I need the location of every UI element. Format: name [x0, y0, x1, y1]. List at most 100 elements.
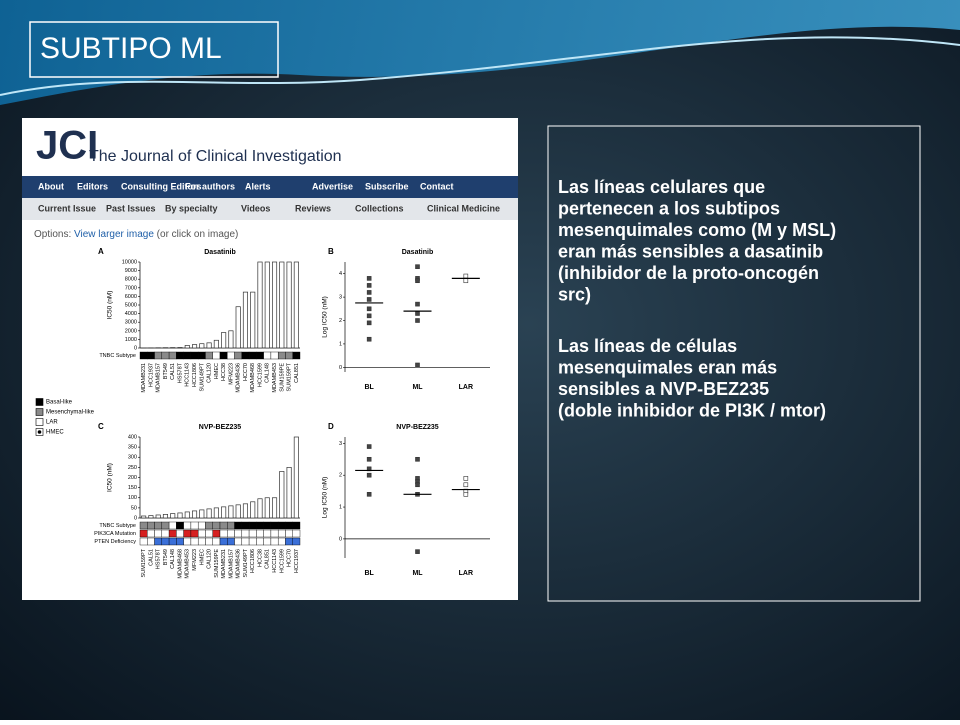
x-tick-label: MDAMB453: [185, 549, 191, 579]
x-tick-label: BL: [364, 384, 374, 391]
point: [367, 314, 371, 318]
nav-item[interactable]: Subscribe: [365, 181, 409, 191]
panel-title: NVP-BEZ235: [199, 424, 242, 431]
y-tick-label: 3: [339, 295, 342, 301]
strip-cell: [242, 352, 249, 359]
nav-item[interactable]: Advertise: [312, 181, 353, 191]
strip-cell: [140, 538, 147, 545]
nav-item[interactable]: Past Issues: [106, 203, 156, 213]
x-tick-label: HCC1599: [257, 363, 263, 387]
y-tick-label: 5000: [125, 302, 137, 308]
nav-item[interactable]: Videos: [241, 203, 270, 213]
panel-letter: B: [328, 247, 334, 256]
strip-cell: [278, 352, 285, 359]
nav-item[interactable]: Current Issue: [38, 203, 96, 213]
strip-cell: [184, 352, 191, 359]
strip-cell: [184, 538, 191, 545]
x-tick-label: HCC1806: [192, 363, 198, 387]
x-tick-label: MFM223: [228, 363, 234, 385]
nav-item[interactable]: Reviews: [295, 203, 331, 213]
strip-cell: [191, 530, 198, 537]
legend-label: LAR: [46, 420, 58, 426]
bar: [280, 262, 284, 348]
point: [416, 265, 420, 269]
point: [416, 457, 420, 461]
strip-cell: [155, 522, 162, 529]
y-tick-label: 9000: [125, 268, 137, 274]
y-tick-label: 1000: [125, 337, 137, 343]
nav-item[interactable]: About: [38, 181, 64, 191]
y-tick-label: 0: [339, 536, 342, 542]
point: [367, 473, 371, 477]
nav-item[interactable]: Contact: [420, 181, 454, 191]
x-tick-label: BT549: [163, 363, 169, 379]
strip-cell: [249, 352, 256, 359]
bar: [251, 502, 255, 518]
y-tick-label: 4: [339, 271, 342, 277]
nav-item[interactable]: Alerts: [245, 181, 271, 191]
x-tick-label: HCC70: [287, 549, 293, 567]
point: [367, 337, 371, 341]
bar: [207, 509, 211, 518]
x-tick-label: CAL120: [207, 363, 213, 383]
strip-cell: [293, 522, 300, 529]
x-tick-label: MDAMB157: [156, 363, 162, 393]
strip-cell: [140, 352, 147, 359]
legend-swatch: [36, 409, 43, 416]
paragraph-line: (doble inhibidor de PI3K / mtor): [558, 400, 826, 420]
bar: [294, 437, 298, 518]
strip-cell: [256, 530, 263, 537]
x-tick-label: SUM159PT: [287, 362, 293, 391]
strip-cell: [147, 352, 154, 359]
bar: [192, 511, 196, 518]
x-tick-label: HCC38: [221, 363, 227, 381]
paragraph-line: Las líneas de células: [558, 336, 737, 356]
strip-cell: [169, 530, 176, 537]
y-axis-label: Log IC50 (nM): [322, 296, 329, 338]
bar: [287, 262, 291, 348]
strip-cell: [213, 352, 220, 359]
options-rest: (or click on image): [157, 229, 239, 240]
strip-cell: [264, 530, 271, 537]
y-axis-label: Log IC50 (nM): [322, 477, 329, 519]
strip-cell: [293, 538, 300, 545]
bar: [200, 344, 204, 348]
x-tick-label: MDAMB468: [250, 363, 256, 393]
nav-item[interactable]: Collections: [355, 203, 404, 213]
point: [367, 321, 371, 325]
strip-cell: [140, 522, 147, 529]
y-axis-label: IC50 (nM): [107, 463, 114, 492]
x-tick-label: ML: [412, 384, 423, 391]
strip-cell: [169, 538, 176, 545]
strip-cell: [184, 530, 191, 537]
strip-cell: [155, 530, 162, 537]
x-tick-label: MDAMB231: [141, 363, 147, 393]
bar: [171, 514, 175, 518]
nav-item[interactable]: Clinical Medicine: [427, 203, 500, 213]
y-tick-label: 3: [339, 441, 342, 447]
nav-item[interactable]: For authors: [185, 181, 235, 191]
strip-cell: [220, 522, 227, 529]
bar: [185, 512, 189, 518]
bar: [214, 508, 218, 518]
x-tick-label: HCC70: [243, 363, 249, 381]
y-tick-label: 0: [134, 345, 137, 351]
x-tick-label: HS578T: [177, 362, 183, 383]
x-tick-label: SUM149PT: [243, 548, 249, 577]
nav-item[interactable]: By specialty: [165, 203, 218, 213]
point: [416, 302, 420, 306]
strip-cell: [249, 538, 256, 545]
strip-cell: [242, 538, 249, 545]
nav-item[interactable]: Editors: [77, 181, 108, 191]
options-link[interactable]: View larger image: [74, 229, 154, 240]
bar: [214, 340, 218, 348]
strip-cell: [220, 530, 227, 537]
strip-cell: [176, 530, 183, 537]
strip-cell: [235, 530, 242, 537]
x-tick-label: MDAMB157: [228, 549, 234, 579]
options-label: Options:: [34, 229, 71, 240]
paragraph-line: pertenecen a los subtipos: [558, 198, 780, 218]
point: [464, 476, 468, 480]
y-tick-label: 150: [128, 485, 137, 491]
